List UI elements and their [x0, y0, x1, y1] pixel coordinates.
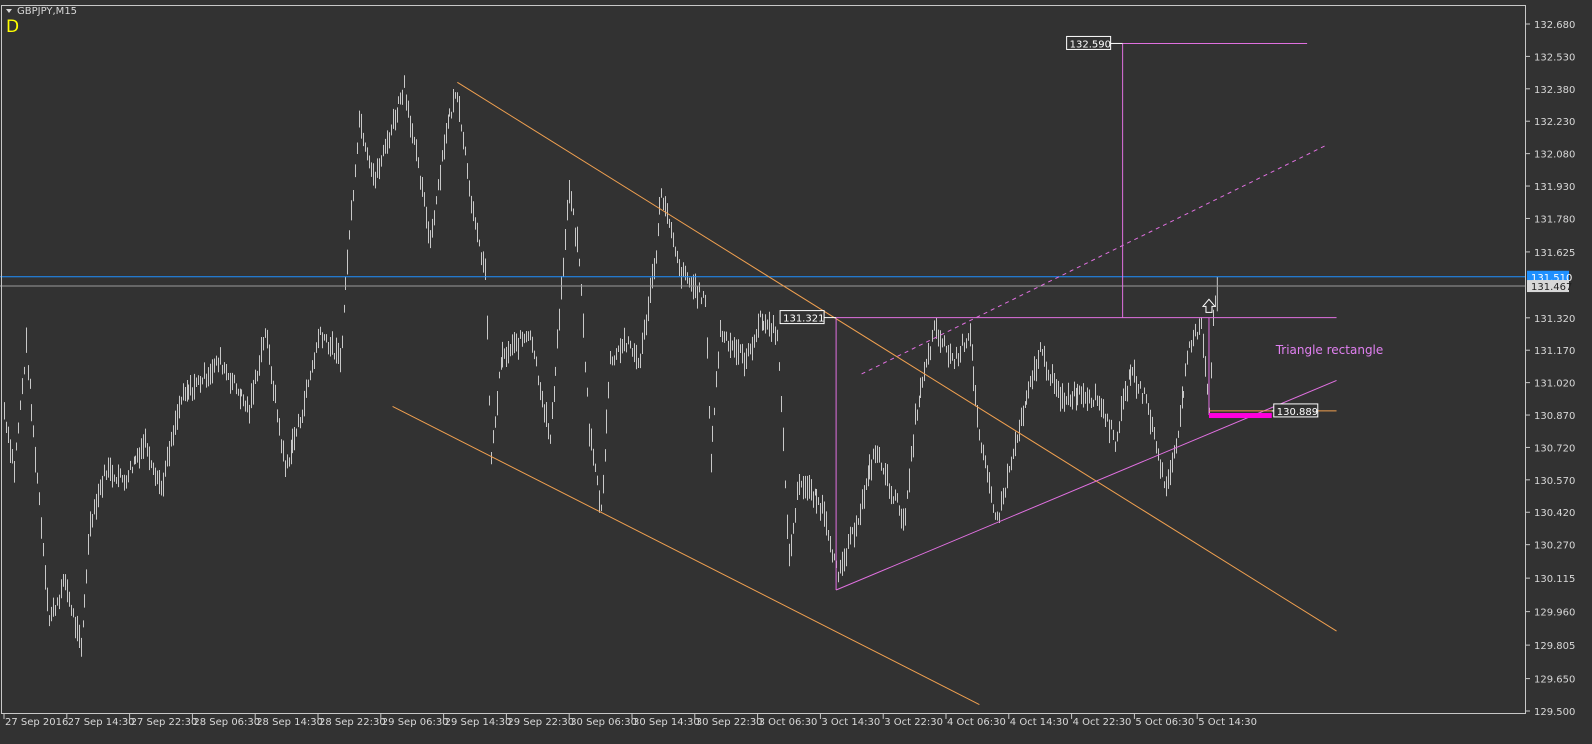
- y-tick-label: 131.020: [1534, 379, 1575, 390]
- price-label-box[interactable]: [1066, 35, 1112, 50]
- chart-frame: [1, 5, 1526, 714]
- bid-price-tag: [1527, 280, 1569, 293]
- price-label: 131.321: [783, 314, 824, 325]
- y-tick-label: 131.625: [1534, 248, 1575, 259]
- y-tick-label: 129.960: [1534, 608, 1575, 619]
- x-tick-label: 29 Sep 14:30: [445, 717, 512, 728]
- y-tick-label: 132.530: [1534, 52, 1575, 63]
- x-tick-label: 3 Oct 06:30: [759, 717, 818, 728]
- y-tick-label: 130.270: [1534, 541, 1575, 552]
- x-tick-label: 28 Sep 06:30: [193, 717, 260, 728]
- y-tick-label: 130.420: [1534, 508, 1575, 519]
- price-label: 130.889: [1277, 407, 1318, 418]
- x-tick-label: 5 Oct 06:30: [1135, 717, 1194, 728]
- triangle-down-icon[interactable]: [6, 9, 12, 13]
- chart-header: GBPJPY,M15 D: [6, 6, 77, 37]
- y-tick-label: 130.570: [1534, 476, 1575, 487]
- price-axis[interactable]: 132.680 132.530 132.380 132.230 132.080 131.9…: [1526, 20, 1575, 718]
- y-tick-label: 131.170: [1534, 346, 1575, 357]
- x-tick-label: 27 Sep 14:30: [68, 717, 135, 728]
- arrow-up-icon[interactable]: [1201, 298, 1217, 313]
- y-tick-label: 132.680: [1534, 20, 1575, 31]
- x-tick-label: 27 Sep 22:30: [131, 717, 198, 728]
- ask-price-tag-label: 131.510: [1531, 273, 1572, 284]
- y-tick-label: 132.230: [1534, 117, 1575, 128]
- x-tick-label: 4 Oct 14:30: [1010, 717, 1069, 728]
- dashed-projection-line[interactable]: [861, 144, 1327, 375]
- x-tick-label: 4 Oct 06:30: [947, 717, 1006, 728]
- price-bars: [4, 75, 1218, 657]
- y-tick-label: 131.930: [1534, 182, 1575, 193]
- bid-price-tag-label: 131.467: [1531, 282, 1572, 293]
- x-tick-label: 29 Sep 06:30: [382, 717, 449, 728]
- indicator-letter: D: [6, 17, 19, 37]
- x-tick-label: 3 Oct 22:30: [884, 717, 943, 728]
- x-tick-label: 29 Sep 22:30: [507, 717, 574, 728]
- y-tick-label: 129.500: [1534, 707, 1575, 718]
- y-tick-label: 129.805: [1534, 641, 1575, 652]
- y-tick-label: 131.780: [1534, 214, 1575, 225]
- stop-bar[interactable]: [1208, 413, 1272, 419]
- x-tick-label: 27 Sep 2016: [5, 717, 68, 728]
- x-tick-label: 30 Sep 06:30: [570, 717, 637, 728]
- price-label-box[interactable]: [779, 310, 825, 325]
- x-tick-label: 30 Sep 14:30: [633, 717, 700, 728]
- channel-lower-line[interactable]: [392, 405, 980, 705]
- symbol-label: GBPJPY,M15: [17, 6, 77, 17]
- x-tick-label: 5 Oct 14:30: [1198, 717, 1257, 728]
- y-tick-label: 132.080: [1534, 150, 1575, 161]
- price-label-box[interactable]: [1273, 403, 1319, 418]
- y-tick-label: 130.720: [1534, 443, 1575, 454]
- drawn-objects: 132.590 131.321 130.889 Triangle rectangle: [0, 35, 1526, 705]
- price-label: 132.590: [1070, 39, 1111, 50]
- y-tick-label: 130.115: [1534, 574, 1575, 585]
- y-tick-label: 130.870: [1534, 411, 1575, 422]
- y-tick-label: 132.380: [1534, 85, 1575, 96]
- x-tick-label: 4 Oct 22:30: [1073, 717, 1132, 728]
- y-tick-label: 131.320: [1534, 314, 1575, 325]
- x-tick-label: 28 Sep 22:30: [319, 717, 386, 728]
- annotation-text[interactable]: Triangle rectangle: [1275, 343, 1384, 357]
- x-tick-label: 3 Oct 14:30: [821, 717, 880, 728]
- x-tick-label: 30 Sep 22:30: [696, 717, 763, 728]
- x-tick-label: 28 Sep 14:30: [256, 717, 323, 728]
- channel-upper-line[interactable]: [457, 81, 1337, 632]
- ask-price-tag: [1527, 270, 1569, 283]
- y-tick-label: 129.650: [1534, 675, 1575, 686]
